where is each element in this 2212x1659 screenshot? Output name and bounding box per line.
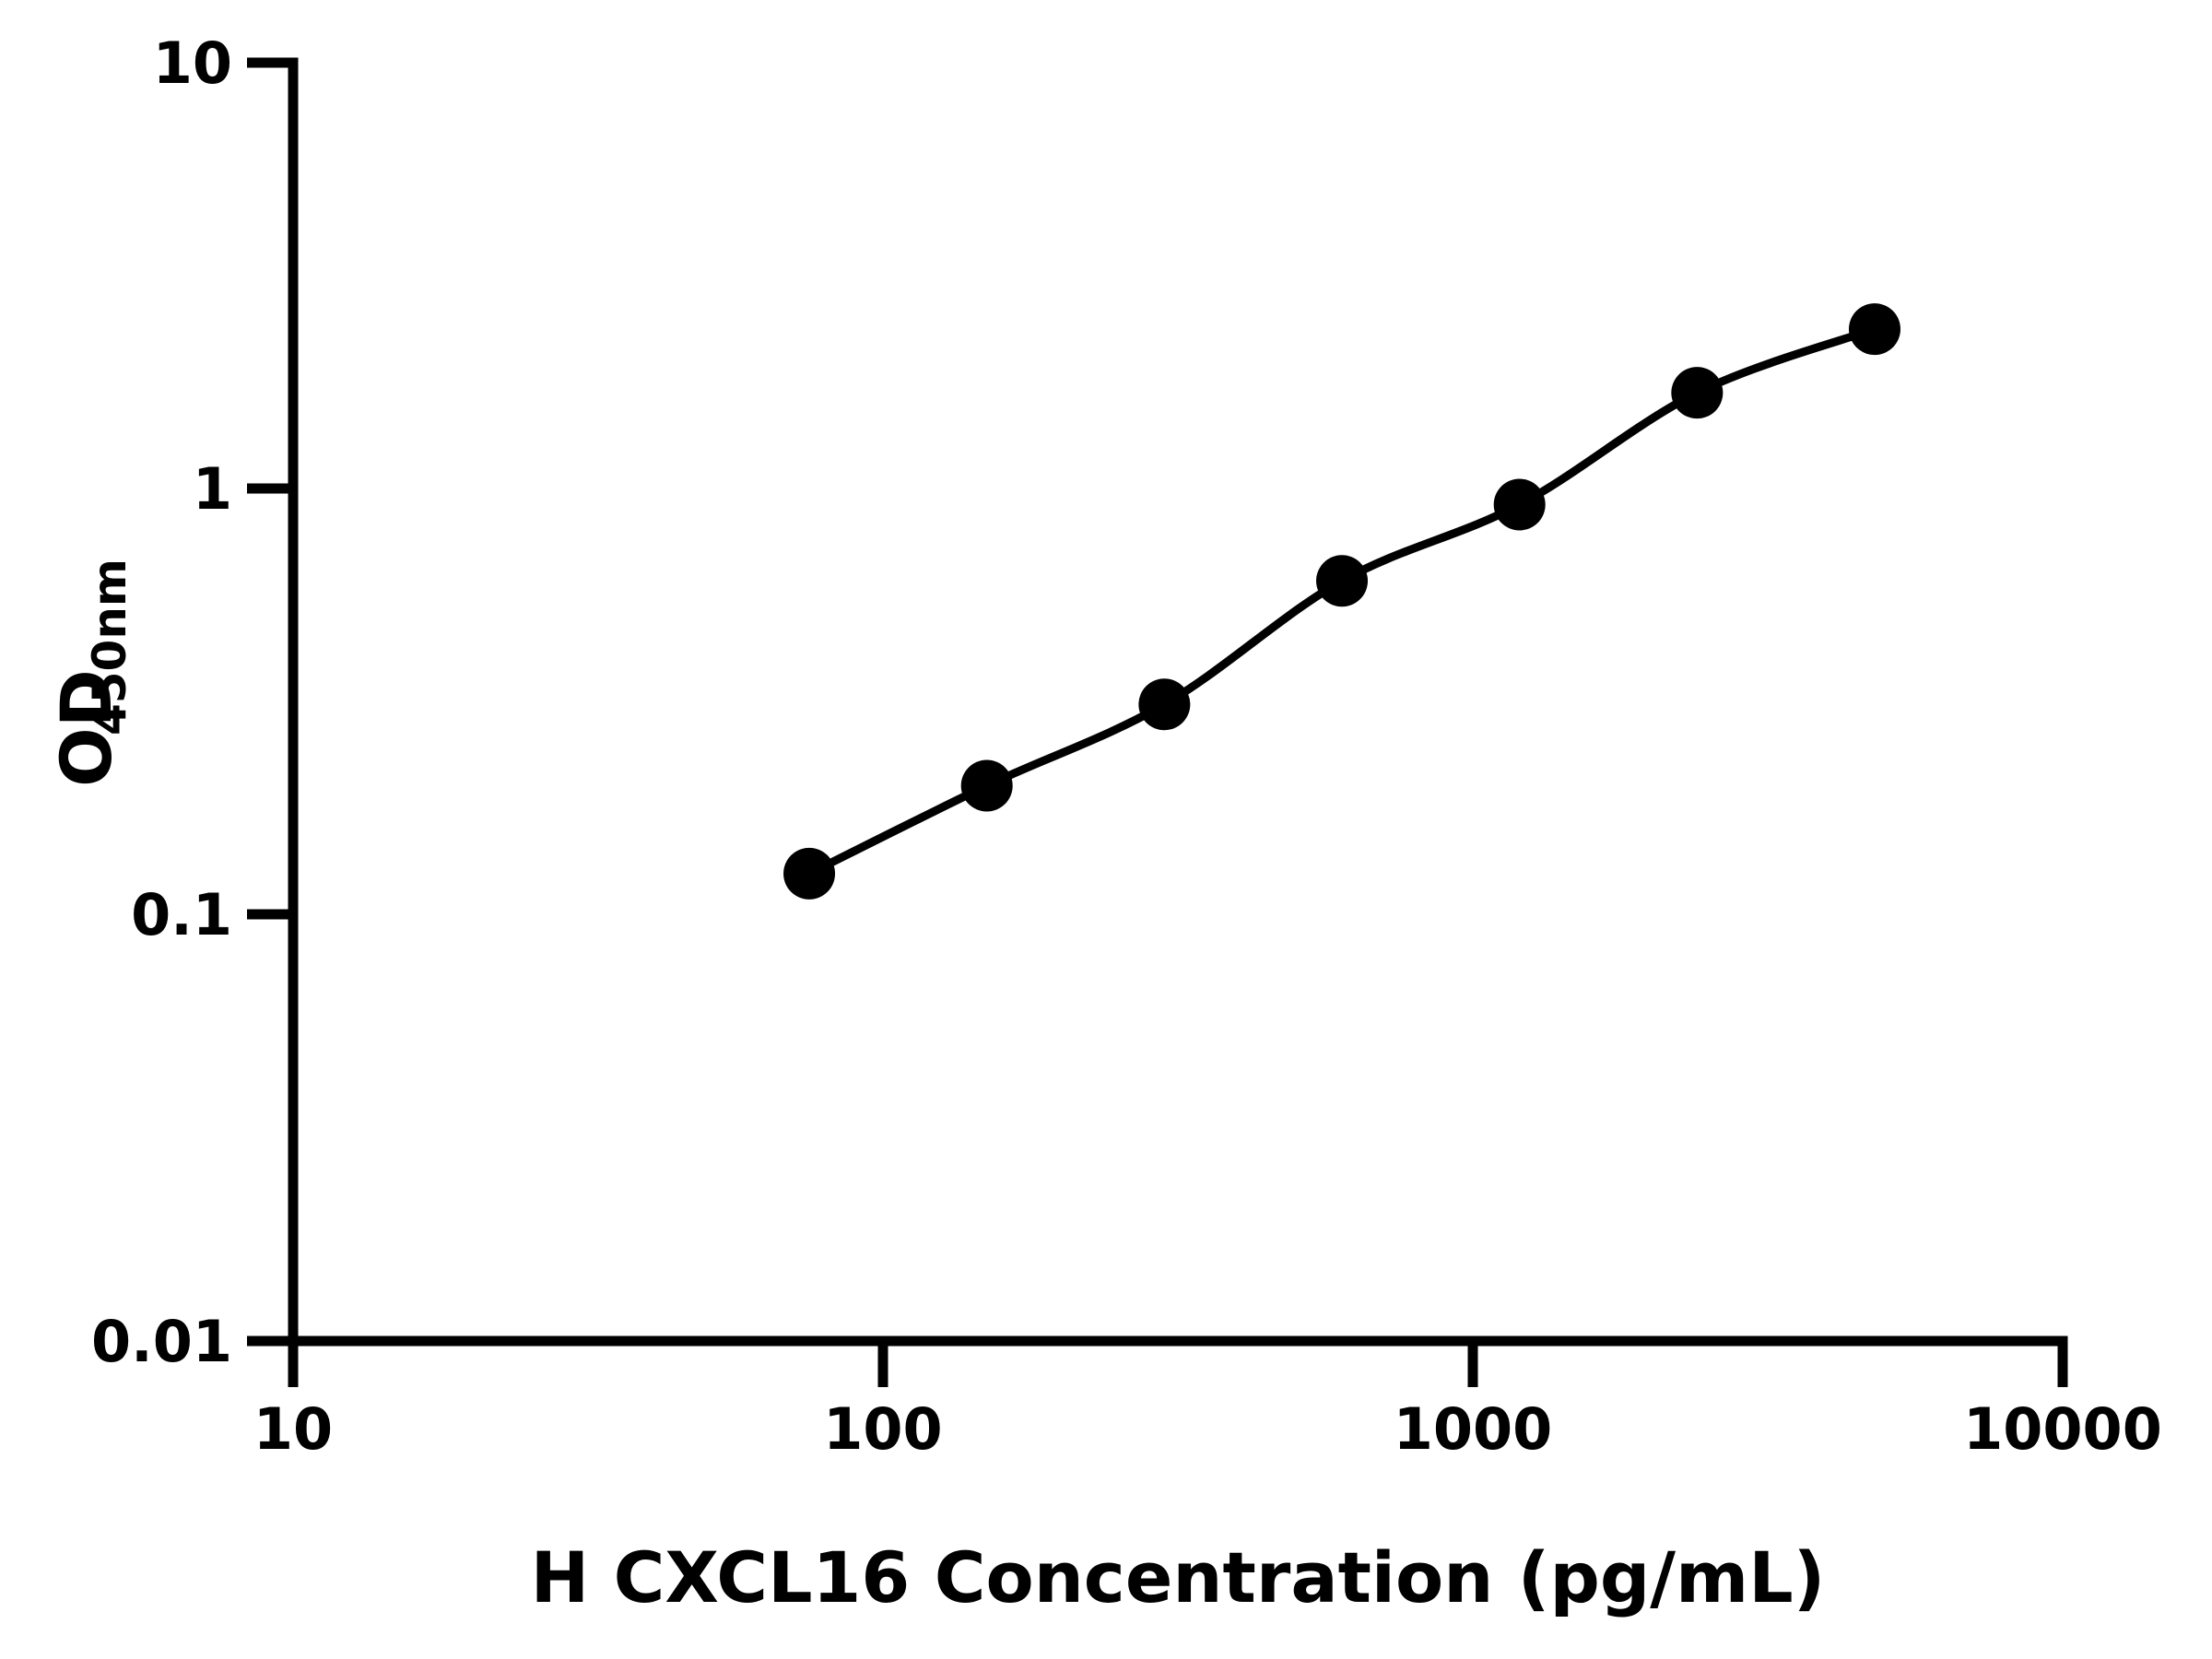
axis-spines (288, 57, 2068, 1347)
data-point (1316, 555, 1369, 607)
y-axis-ticks (247, 57, 293, 1347)
x-tick-label-100: 100 (823, 1395, 942, 1463)
data-point (783, 847, 836, 900)
data-point (1848, 303, 1900, 356)
data-point (1493, 478, 1546, 531)
data-point (960, 759, 1013, 812)
data-point (1671, 367, 1724, 419)
y-axis-title: OD 450nm (45, 559, 136, 787)
y-axis-title-subscript: 450nm (83, 559, 136, 735)
x-tick-label-1000: 1000 (1394, 1395, 1553, 1463)
data-series-group (783, 303, 1900, 900)
y-tick-label-10: 10 (153, 29, 232, 97)
data-point (1138, 678, 1191, 731)
x-tick-label-10000: 10000 (1963, 1395, 2162, 1463)
y-axis-tick-labels: 10 1 0.1 0.01 (91, 29, 232, 1375)
standard-curve-markers (783, 303, 1900, 900)
x-axis-tick-labels: 10 100 1000 10000 (253, 1395, 2162, 1463)
y-tick-label-0.1: 0.1 (131, 881, 232, 948)
y-tick-label-0.01: 0.01 (91, 1308, 232, 1375)
x-tick-label-10: 10 (253, 1395, 333, 1463)
y-axis-title-main: OD (45, 669, 127, 787)
x-axis-ticks (288, 1341, 2068, 1387)
y-tick-label-1: 1 (193, 455, 232, 523)
x-axis-title: H CXCL16 Concentration (pg/mL) (531, 1536, 1826, 1618)
